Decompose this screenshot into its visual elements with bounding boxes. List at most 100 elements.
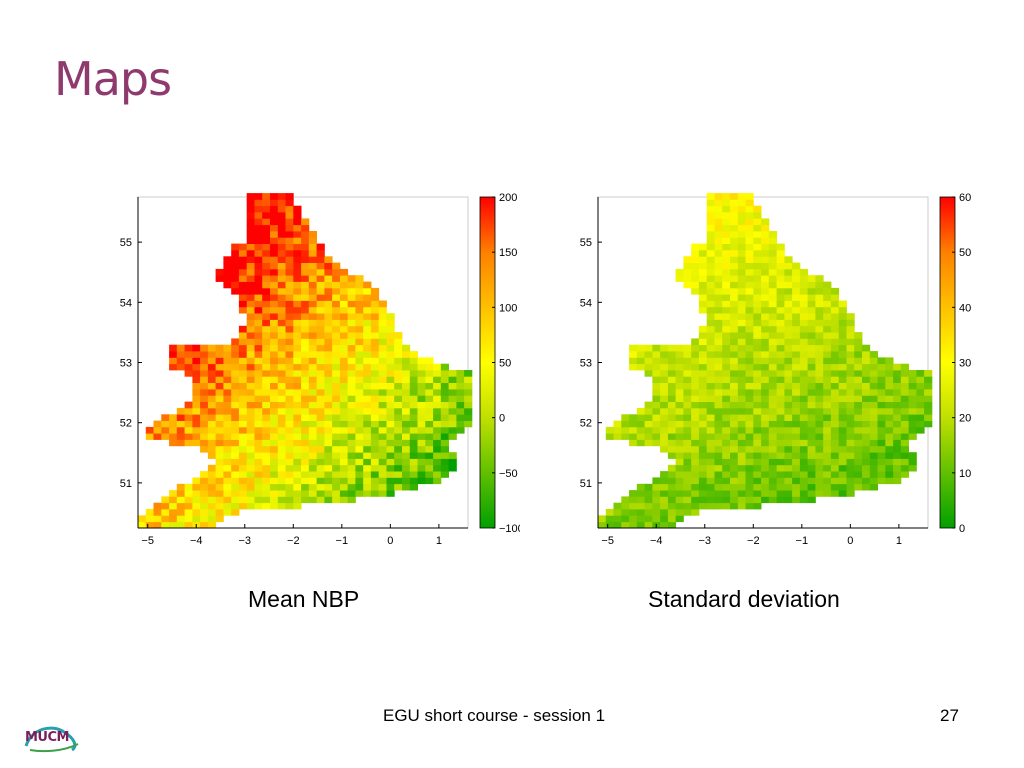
map-cell	[246, 224, 255, 232]
map-cell	[730, 268, 739, 276]
map-cell	[722, 237, 731, 244]
map-cell	[324, 376, 333, 383]
map-cell	[231, 376, 240, 383]
map-cell	[838, 357, 847, 365]
map-cell	[308, 332, 317, 339]
map-cell	[908, 420, 917, 428]
map-cell	[301, 351, 310, 358]
map-cell	[231, 433, 240, 440]
map-cell	[823, 477, 832, 485]
map-cell	[675, 357, 684, 365]
map-cell	[784, 376, 793, 383]
map-cell	[776, 306, 785, 314]
map-cell	[823, 332, 832, 339]
map-cell	[347, 458, 356, 466]
map-cell	[184, 370, 193, 377]
map-cell	[293, 458, 302, 466]
map-cell	[254, 344, 263, 352]
map-cell	[706, 376, 715, 383]
map-cell	[161, 515, 170, 523]
map-cell	[745, 224, 754, 232]
map-cell	[838, 376, 847, 383]
map-cell	[799, 496, 809, 504]
map-cell	[745, 376, 754, 383]
map-cell	[262, 313, 271, 320]
map-cell	[448, 420, 457, 428]
map-cell	[231, 471, 240, 478]
map-cell	[223, 262, 232, 270]
map-cell	[799, 452, 809, 459]
map-cell	[862, 433, 871, 440]
map-cell	[776, 420, 785, 428]
map-cell	[714, 502, 723, 510]
map-cell	[644, 515, 653, 523]
map-cell	[215, 344, 224, 352]
map-cell	[652, 363, 661, 371]
map-cell	[347, 477, 356, 485]
map-cell	[714, 199, 723, 207]
map-cell	[768, 294, 777, 301]
map-cell	[231, 439, 240, 447]
map-cell	[262, 439, 271, 447]
map-cell	[262, 256, 271, 263]
map-cell	[706, 231, 715, 238]
map-cell	[277, 458, 286, 466]
map-cell	[698, 370, 708, 377]
map-cell	[877, 395, 886, 402]
map-cell	[924, 376, 933, 383]
map-cell	[698, 268, 708, 276]
map-cell	[761, 268, 770, 276]
map-cell	[169, 414, 178, 421]
map-cell	[807, 275, 816, 282]
map-cell	[636, 363, 645, 371]
map-cell	[184, 496, 193, 504]
map-cell	[815, 382, 824, 390]
map-cell	[386, 376, 395, 383]
map-cell	[753, 376, 762, 383]
map-cell	[277, 483, 286, 491]
map-cell	[417, 464, 426, 472]
map-cell	[262, 382, 271, 390]
map-cell	[332, 471, 341, 478]
map-cell	[386, 420, 395, 428]
map-cell	[316, 325, 325, 333]
map-cell	[270, 458, 279, 466]
map-cell	[176, 439, 185, 447]
map-cell	[698, 490, 708, 497]
map-cell	[629, 363, 638, 371]
map-cell	[885, 407, 894, 415]
map-cell	[605, 509, 614, 516]
map-cell	[316, 357, 325, 365]
map-cell	[761, 231, 770, 238]
map-cell	[308, 313, 317, 320]
map-cell	[254, 458, 263, 466]
map-cell	[830, 287, 840, 295]
map-cell	[270, 237, 279, 244]
map-cell	[347, 401, 356, 409]
map-cell	[339, 268, 349, 276]
map-cell	[316, 262, 325, 270]
map-cell	[776, 294, 785, 301]
map-cell	[636, 509, 645, 516]
map-cell	[745, 281, 754, 289]
map-cell	[815, 275, 824, 282]
map-cell	[908, 376, 917, 383]
map-cell	[838, 458, 847, 466]
map-cell	[355, 306, 364, 314]
map-cell	[691, 275, 700, 282]
map-cell	[784, 445, 793, 453]
map-cell	[293, 262, 302, 270]
map-cell	[667, 407, 677, 415]
map-cell	[355, 344, 364, 352]
map-cell	[683, 275, 692, 282]
map-cell	[691, 502, 700, 510]
map-cell	[262, 231, 271, 238]
map-cell	[768, 256, 777, 263]
map-cell	[332, 370, 341, 377]
map-cell	[238, 376, 248, 383]
map-cell	[324, 268, 333, 276]
map-cell	[745, 237, 754, 244]
map-cell	[823, 325, 832, 333]
map-cell	[355, 382, 364, 390]
map-cell	[231, 262, 240, 270]
